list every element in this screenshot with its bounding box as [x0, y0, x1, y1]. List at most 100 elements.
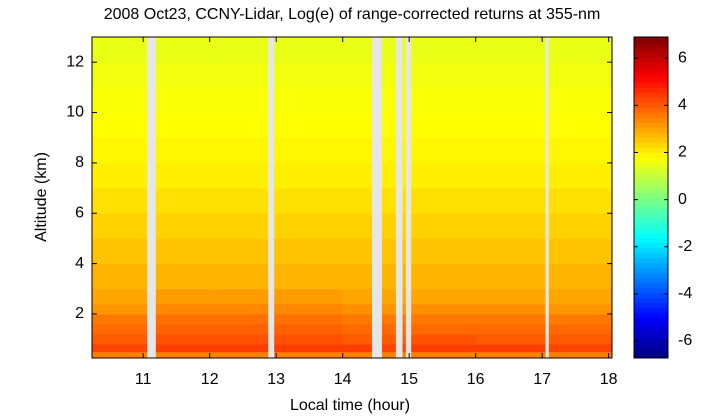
heatmap-cell: [209, 137, 269, 164]
colorbar-swatch: [634, 82, 668, 88]
heatmap-cell: [155, 313, 211, 325]
heatmap-cell: [274, 37, 344, 63]
heatmap-cell: [402, 188, 407, 214]
colorbar-swatch: [634, 257, 668, 264]
heatmap-cell: [405, 238, 412, 265]
heatmap-cell: [475, 313, 547, 325]
heatmap-cell: [342, 188, 373, 214]
heatmap-cell: [268, 213, 275, 239]
heatmap-cell: [545, 334, 550, 345]
y-tick-label: 8: [75, 154, 84, 171]
colorbar-swatch: [634, 187, 668, 193]
colorbar-swatch: [634, 262, 668, 269]
colorbar-swatch: [634, 87, 668, 93]
heatmap-cell: [381, 112, 397, 139]
heatmap-cell: [405, 137, 412, 164]
colorbar-swatch: [634, 312, 668, 319]
heatmap-cell: [402, 344, 407, 353]
heatmap-cell: [268, 137, 275, 164]
heatmap-cell: [342, 263, 373, 290]
heatmap-cell: [268, 62, 275, 88]
heatmap-cell: [402, 324, 407, 335]
heatmap-cell: [92, 344, 148, 353]
heatmap-cell: [342, 288, 373, 305]
colorbar-swatch: [634, 107, 668, 113]
heatmap-cell: [405, 213, 412, 239]
heatmap-cell: [342, 238, 373, 265]
colorbar-swatch: [634, 282, 668, 289]
heatmap-cell: [405, 112, 412, 139]
colorbar-swatch: [634, 142, 668, 148]
heatmap-cell: [209, 324, 269, 335]
heatmap-cell: [411, 112, 477, 139]
heatmap-cell: [268, 351, 275, 359]
heatmap-cell: [395, 37, 404, 63]
heatmap-cell: [475, 213, 547, 239]
colorbar-swatch: [634, 287, 668, 294]
colorbar-tick-label: -2: [678, 238, 692, 255]
heatmap-cell: [475, 137, 547, 164]
heatmap-cell: [342, 137, 373, 164]
heatmap-cell: [548, 87, 613, 114]
colorbar-frame: [633, 36, 669, 359]
heatmap-cell: [395, 87, 404, 114]
heatmap-cell: [545, 87, 550, 114]
heatmap-cell: [92, 351, 148, 359]
heatmap-cell: [475, 303, 547, 315]
heatmap-cell: [342, 313, 373, 325]
heatmap-cell: [395, 188, 404, 214]
heatmap-cell: [411, 351, 477, 359]
heatmap-cell: [92, 303, 148, 315]
heatmap-cell: [371, 334, 383, 345]
colorbar-swatch: [634, 177, 668, 183]
heatmap-cell: [147, 62, 157, 88]
heatmap-cell: [268, 334, 275, 345]
colorbar-tick-label: 2: [678, 144, 687, 161]
heatmap-cell: [147, 112, 157, 139]
colorbar-swatch: [634, 202, 668, 209]
heatmap-cell: [395, 324, 404, 335]
heatmap-cell: [545, 351, 550, 359]
heatmap-cell: [274, 87, 344, 114]
heatmap-cell: [342, 334, 373, 345]
heatmap-cell: [155, 213, 211, 239]
colorbar-swatch: [634, 132, 668, 138]
heatmap-cell: [395, 213, 404, 239]
heatmap-cell: [475, 37, 547, 63]
colorbar-swatch: [634, 117, 668, 123]
colorbar-swatch: [634, 242, 668, 249]
heatmap-cell: [209, 303, 269, 315]
heatmap-cell: [209, 344, 269, 353]
colorbar-swatch: [634, 352, 668, 359]
x-tick-label: 16: [467, 371, 485, 388]
heatmap-cell: [548, 344, 613, 353]
heatmap-cell: [147, 324, 157, 335]
heatmap-cell: [545, 344, 550, 353]
colorbar-swatch: [634, 197, 668, 204]
chart-title: 2008 Oct23, CCNY-Lidar, Log(e) of range-…: [104, 6, 601, 23]
heatmap-cell: [147, 344, 157, 353]
y-axis-label: Altitude (km): [33, 152, 50, 242]
heatmap-cell: [548, 162, 613, 189]
heatmap-cell: [402, 213, 407, 239]
heatmap-cell: [548, 37, 613, 63]
heatmap-cell: [545, 288, 550, 305]
heatmap-cell: [381, 188, 397, 214]
heatmap-cell: [411, 334, 477, 345]
heatmap-cell: [475, 112, 547, 139]
colorbar-swatch: [634, 72, 668, 78]
heatmap-cell: [548, 188, 613, 214]
heatmap-cell: [274, 137, 344, 164]
heatmap-cell: [155, 334, 211, 345]
colorbar-swatch: [634, 122, 668, 128]
plot-frame: [91, 36, 613, 359]
colorbar-swatch: [634, 182, 668, 188]
heatmap-cell: [274, 288, 344, 305]
heatmap-cell: [548, 213, 613, 239]
heatmap-cell: [548, 313, 613, 325]
x-tick-label: 15: [400, 371, 418, 388]
heatmap-cell: [342, 324, 373, 335]
heatmap-cell: [475, 238, 547, 265]
heatmap-cell: [371, 324, 383, 335]
heatmap-cell: [92, 87, 148, 114]
